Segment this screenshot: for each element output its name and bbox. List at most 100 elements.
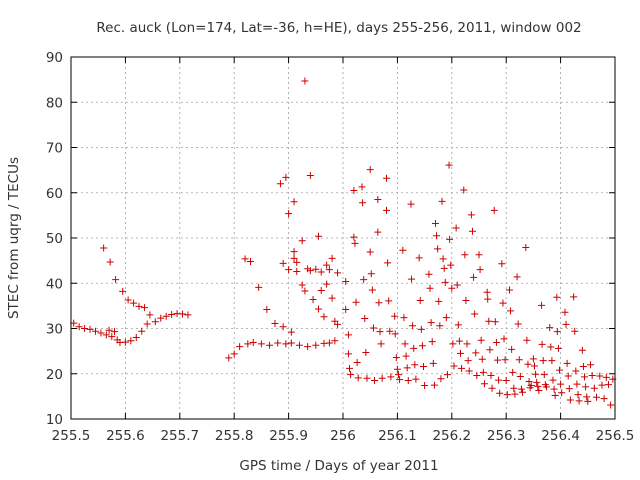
data-point [374,196,382,204]
data-point [465,367,473,375]
data-point [383,206,391,214]
data-point [529,355,537,363]
data-point [426,284,434,292]
data-point [285,266,293,274]
x-tick-label: 256 [330,428,356,444]
data-point [485,317,493,325]
x-tick-label: 256.4 [541,428,580,444]
data-point [490,206,498,214]
data-point [602,373,610,381]
data-point [287,328,295,336]
data-point [491,318,499,326]
data-point [404,377,412,385]
data-point [312,265,320,273]
y-tick-label: 50 [46,231,63,247]
data-point [600,395,608,403]
data-point [501,356,509,364]
data-point [366,248,374,256]
data-point [467,211,475,219]
y-axis-label: STEC from uqrg / TECUs [6,157,22,319]
data-point [557,380,565,388]
y-tick-label: 80 [46,95,63,111]
data-point [408,275,416,283]
data-point [460,186,468,194]
data-point [420,363,428,371]
data-point [146,311,154,319]
data-point [409,322,417,330]
data-point [519,388,527,396]
data-point [418,342,426,350]
data-point [276,180,284,188]
data-point [425,270,433,278]
data-point [342,277,350,285]
data-point [317,268,325,276]
data-point [263,305,271,313]
data-point [257,340,265,348]
data-point [306,172,314,180]
data-point [604,381,612,389]
data-point [290,248,298,256]
data-point [387,373,395,381]
data-point [441,278,449,286]
data-point [574,391,582,399]
data-point [168,310,176,318]
y-tick-labels: 10 20 30 40 50 60 70 80 90 [46,50,63,428]
data-point [480,380,488,388]
data-point [578,346,586,354]
x-tick-label: 255.8 [215,428,254,444]
data-point [484,295,492,303]
data-point [386,327,394,335]
data-point [553,328,561,336]
data-point [530,362,538,370]
data-point [532,370,540,378]
data-point [542,383,550,391]
data-point [464,357,472,365]
data-point [477,336,485,344]
data-point [492,339,500,347]
data-point [533,378,541,386]
data-point [452,224,460,232]
data-point [143,320,151,328]
data-point [572,367,580,375]
data-point [362,348,370,356]
data-point [376,328,384,336]
data-point [596,372,604,380]
data-point [446,235,454,243]
chart-title: Rec. auck (Lon=174, Lat=-36, h=HE), days… [96,20,581,36]
data-point [487,372,495,380]
y-tick-label: 60 [46,186,63,202]
y-tick-label: 30 [46,322,63,338]
y-tick-label: 90 [46,50,63,66]
data-point [86,325,94,333]
x-tick-labels: 255.5 255.6 255.7 255.8 255.9 256 256.1 256.2 25… [52,428,635,444]
data-point [457,349,465,357]
data-point [328,294,336,302]
data-point [383,174,391,182]
data-point [563,359,571,367]
data-point [475,251,483,259]
data-point [334,320,342,328]
data-point [583,393,591,401]
data-point [391,312,399,320]
x-axis-label: GPS time / Days of year 2011 [239,458,438,474]
data-point [535,386,543,394]
data-point [306,267,314,275]
data-point [433,232,441,240]
data-point [411,361,419,369]
data-point [344,331,352,339]
data-point [315,232,323,240]
data-point [301,77,309,85]
data-point [450,362,458,370]
data-point [498,260,506,268]
data-point [554,344,562,352]
data-point [391,330,399,338]
data-point [100,244,108,252]
data-point [500,335,508,343]
data-point [121,338,129,346]
data-point [344,350,352,358]
data-point [575,397,583,405]
data-point [483,288,491,296]
data-point [538,301,546,309]
data-point [503,391,511,399]
